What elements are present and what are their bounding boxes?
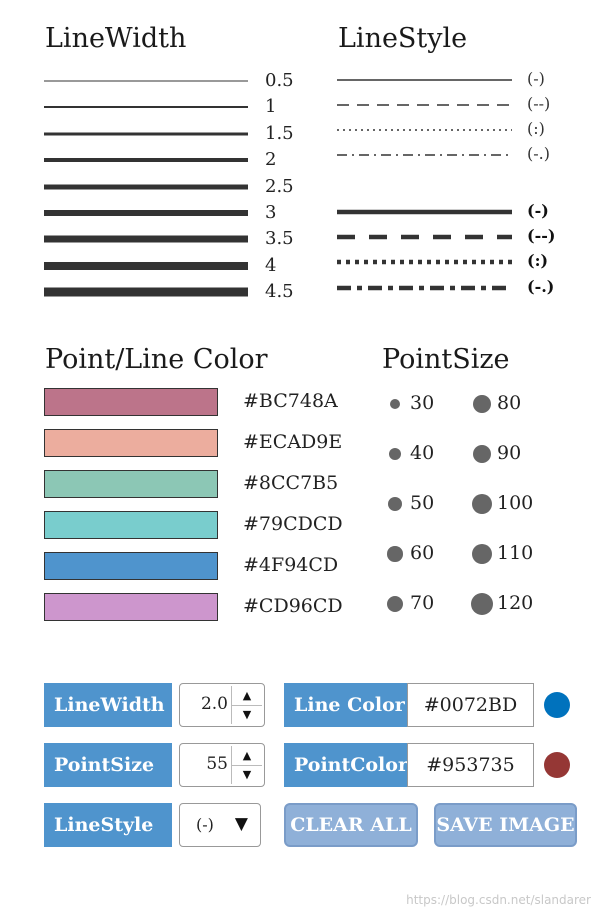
linewidth-sample-line [44, 261, 248, 270]
linewidth-heading: LineWidth [45, 23, 187, 54]
pointsize-sample-dot [389, 398, 401, 410]
pointsize-label: 70 [410, 592, 435, 614]
line-color-input[interactable]: #0072BD [407, 683, 534, 727]
pointsize-label: 100 [497, 492, 534, 514]
color-swatch[interactable] [44, 593, 218, 621]
linewidth-sample-line [44, 80, 248, 82]
linestyle-label: (:) [527, 119, 545, 138]
linewidth-control-label: LineWidth [44, 683, 172, 727]
linestyle-label: (--) [527, 226, 556, 245]
pointsize-label: 40 [410, 442, 435, 464]
triangle-down-icon: ▼ [242, 768, 252, 781]
triangle-up-icon: ▲ [242, 749, 252, 762]
linestyle-control-label: LineStyle [44, 803, 172, 847]
color-swatch[interactable] [44, 470, 218, 498]
chevron-down-icon: ▼ [234, 814, 248, 834]
linewidth-spinner[interactable]: 2.0 ▲ ▼ [179, 683, 265, 727]
pointsize-sample-dot [472, 494, 492, 514]
point-color-preview [544, 752, 570, 778]
linestyle-label: (--) [527, 94, 551, 113]
linewidth-row: 4 [44, 253, 314, 279]
linewidth-row: 1 [44, 94, 314, 120]
linewidth-row: 0.5 [44, 68, 314, 94]
watermark: https://blog.csdn.net/slandarer [406, 893, 591, 907]
linewidth-decrement-button[interactable]: ▼ [232, 705, 262, 724]
linestyle-heading: LineStyle [338, 23, 468, 54]
save-image-button[interactable]: SAVE IMAGE [434, 803, 577, 847]
line-color-preview [544, 692, 570, 718]
linewidth-label: 2 [265, 149, 277, 171]
pointsize-sample-dot [388, 447, 402, 461]
linewidth-row: 3.5 [44, 226, 314, 252]
pointsize-sample-dot [471, 593, 493, 615]
linewidth-row: 4.5 [44, 279, 314, 305]
pointsize-sample-dot [472, 444, 492, 464]
linewidth-sample-line [44, 158, 248, 163]
point-color-label: PointColor [284, 743, 408, 787]
pointsize-label: 90 [497, 442, 522, 464]
color-swatch[interactable] [44, 429, 218, 457]
linewidth-row: 1.5 [44, 121, 314, 147]
color-hex-label: #4F94CD [243, 554, 339, 576]
linewidth-increment-button[interactable]: ▲ [232, 686, 262, 706]
linewidth-sample-line [44, 235, 248, 243]
color-hex-label: #8CC7B5 [243, 472, 339, 494]
linewidth-sample-line [44, 287, 248, 297]
pointsize-value[interactable]: 55 [206, 754, 228, 774]
color-hex-label: #BC748A [243, 390, 338, 412]
linewidth-sample-line [44, 132, 248, 136]
pointsize-decrement-button[interactable]: ▼ [232, 765, 262, 784]
linestyle-label: (-) [527, 201, 549, 220]
linewidth-row: 2 [44, 147, 314, 173]
linestyle-label: (:) [527, 251, 549, 270]
pointsize-heading: PointSize [382, 344, 510, 375]
triangle-down-icon: ▼ [242, 708, 252, 721]
pointsize-spinner[interactable]: 55 ▲ ▼ [179, 743, 265, 787]
pointsize-control-label: PointSize [44, 743, 172, 787]
linewidth-label: 2.5 [265, 175, 294, 197]
pointsize-label: 110 [497, 542, 534, 564]
color-hex-label: #ECAD9E [243, 431, 343, 453]
linewidth-label: 0.5 [265, 70, 294, 91]
pointsize-label: 80 [497, 392, 522, 414]
color-swatch[interactable] [44, 388, 218, 416]
linewidth-label: 1.5 [265, 122, 294, 144]
color-swatch[interactable] [44, 511, 218, 539]
linewidth-row: 2.5 [44, 174, 314, 200]
linestyle-label: (-.) [527, 277, 555, 296]
pointsize-label: 120 [497, 592, 534, 614]
color-swatch[interactable] [44, 552, 218, 580]
point-line-color-heading: Point/Line Color [45, 344, 268, 375]
linewidth-row: 3 [44, 200, 314, 226]
linestyle-dropdown[interactable]: (-) ▼ [179, 803, 261, 847]
pointsize-sample-dot [386, 595, 404, 613]
pointsize-sample-dot [387, 546, 403, 562]
linestyle-lines [337, 79, 512, 291]
pointsize-label: 50 [410, 492, 435, 514]
point-color-input[interactable]: #953735 [407, 743, 534, 787]
pointsize-sample-dot [473, 395, 491, 413]
linewidth-label: 1 [265, 96, 277, 118]
linestyle-label: (-.) [527, 144, 550, 163]
pointsize-sample-dot [387, 496, 403, 512]
linewidth-label: 4 [265, 254, 277, 276]
linewidth-label: 3 [265, 202, 277, 223]
linestyle-selected-value: (-) [196, 815, 214, 834]
clear-all-button[interactable]: CLEAR ALL [284, 803, 418, 847]
pointsize-label: 30 [410, 392, 435, 414]
color-hex-label: #79CDCD [243, 513, 343, 535]
linewidth-sample-line [44, 106, 248, 109]
pointsize-sample-dot [471, 543, 493, 565]
linewidth-sample-line [44, 184, 248, 190]
linewidth-label: 3.5 [265, 228, 294, 250]
pointsize-label: 60 [410, 542, 435, 564]
pointsize-increment-button[interactable]: ▲ [232, 746, 262, 766]
linewidth-label: 4.5 [265, 281, 294, 303]
linewidth-sample-line [44, 210, 248, 216]
color-hex-label: #CD96CD [243, 595, 343, 617]
linestyle-label: (-) [527, 69, 545, 88]
line-color-label: Line Color [284, 683, 408, 727]
linewidth-value[interactable]: 2.0 [200, 694, 228, 714]
triangle-up-icon: ▲ [242, 689, 252, 702]
